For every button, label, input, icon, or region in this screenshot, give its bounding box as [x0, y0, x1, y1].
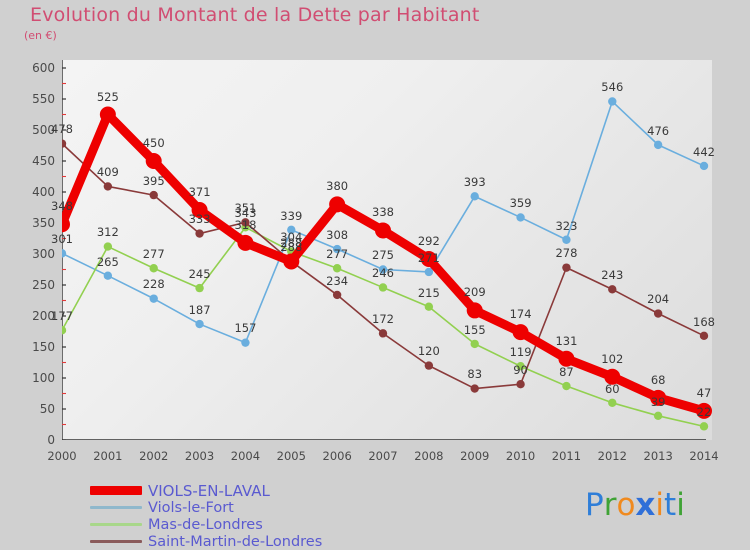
x-axis-tick-label: 2003	[184, 449, 215, 463]
x-axis-tick-label: 2012	[597, 449, 627, 463]
y-axis-tick-label: 0	[47, 433, 55, 447]
logo-letter: i	[655, 487, 665, 523]
x-axis-tick-label: 2011	[551, 449, 582, 463]
logo-letter: i	[676, 487, 685, 523]
x-axis-tick-label: 2014	[689, 449, 719, 463]
y-axis-tick-label: 450	[32, 154, 55, 168]
x-axis-tick-label: 2006	[322, 449, 352, 463]
series-viols-le-fort	[62, 97, 709, 347]
x-axis-tick-label: 2000	[47, 449, 77, 463]
legend-item-label: Viols-le-Fort	[148, 499, 234, 516]
y-axis-tick-label: 400	[32, 185, 55, 199]
chart-canvas	[62, 60, 712, 440]
series-saint-martin-de-londres	[62, 139, 709, 393]
logo-letter: P	[585, 487, 604, 523]
chart-legend: VIOLS-EN-LAVAL Viols-le-Fort Mas-de-Londre…	[90, 482, 430, 550]
legend-color-swatch	[90, 523, 142, 526]
legend-item-label: Saint-Martin-de-Londres	[148, 533, 323, 550]
proxiti-logo: Proxiti	[585, 487, 685, 523]
y-axis-tick-label: 150	[32, 340, 55, 354]
y-axis-tick-label: 250	[32, 278, 55, 292]
plot-area: 0 50 100 150 200 250 300 350 400 450 500 550 600 2000…	[32, 60, 719, 463]
y-axis-tick-label: 500	[32, 123, 55, 137]
x-axis-tick-label: 2002	[139, 449, 169, 463]
logo-letter: o	[616, 487, 636, 523]
series-viols-en-laval	[62, 106, 712, 419]
x-axis-tick-label: 2007	[368, 449, 398, 463]
x-axis-tick-label: 2005	[276, 449, 306, 463]
legend-item-label: Mas-de-Londres	[148, 516, 263, 533]
y-axis-tick-label: 200	[32, 309, 55, 323]
x-axis-tick-label: 2004	[230, 449, 261, 463]
series-mas-de-londres	[62, 223, 709, 431]
legend-item[interactable]: VIOLS-EN-LAVAL	[90, 481, 430, 500]
logo-letter: x	[635, 487, 656, 523]
x-axis-tick-label: 2008	[414, 449, 444, 463]
y-axis-tick-label: 100	[32, 371, 55, 385]
y-axis-tick-label: 300	[32, 247, 55, 261]
chart-unit-subtitle: (en €)	[24, 29, 57, 42]
x-axis-tick-label: 2001	[93, 449, 123, 463]
legend-item-label: VIOLS-EN-LAVAL	[148, 481, 270, 500]
x-axis-tick-label: 2013	[643, 449, 673, 463]
y-axis-tick-label: 600	[32, 61, 55, 75]
x-axis-tick-label: 2010	[505, 449, 536, 463]
x-axis-tick-label: 2009	[460, 449, 490, 463]
legend-item[interactable]: Mas-de-Londres	[90, 516, 430, 533]
y-axis-tick-label: 550	[32, 92, 55, 106]
y-axis-tick-label: 50	[39, 402, 55, 416]
legend-color-swatch	[90, 540, 142, 543]
legend-item[interactable]: Viols-le-Fort	[90, 499, 430, 516]
logo-letter: r	[603, 487, 617, 523]
page-title: Evolution du Montant de la Dette par Hab…	[30, 4, 480, 26]
y-axis-tick-label: 350	[32, 216, 55, 230]
logo-letter: t	[664, 487, 677, 523]
legend-color-swatch	[90, 506, 142, 509]
legend-item[interactable]: Saint-Martin-de-Londres	[90, 533, 430, 550]
legend-color-swatch	[90, 486, 142, 495]
